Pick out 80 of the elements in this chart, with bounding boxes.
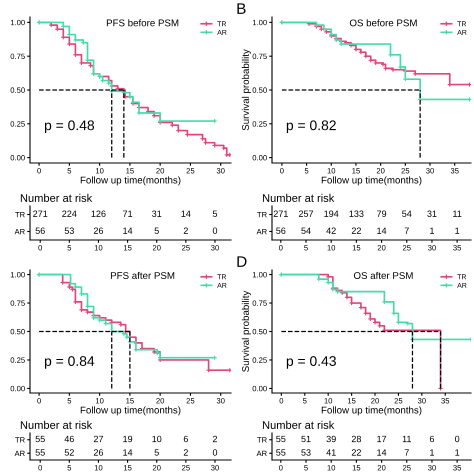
data-label: 14 [123,449,132,456]
data-label: 1 [430,449,434,456]
data-label: 11 [453,210,462,217]
data-label: 14 [377,449,386,456]
data-label: 22 [352,228,361,234]
data-label: 28 [352,436,362,442]
data-label: 55 [36,436,45,442]
chart-title: Number at risk [20,420,92,429]
data-label: 56 [276,228,286,234]
data-label: 10 [152,436,162,442]
data-label: 0 [454,436,460,442]
data-label: 55 [36,449,45,456]
data-label: 53 [301,449,311,456]
data-label: 71 [123,210,132,217]
x-axis-title: Follow up time(months) [322,406,422,416]
data-label: 5 [154,449,159,456]
chart-title: Number at risk [262,420,334,429]
data-label: 126 [92,210,106,217]
x-axis-title: Follow up time(months) [322,176,422,186]
data-label: 41 [326,449,336,456]
data-label: 2 [212,436,218,442]
text: B [237,3,246,14]
data-label: 224 [62,210,77,217]
data-label: 42 [326,228,336,234]
data-label: 5 [154,228,159,234]
data-label: 2 [184,449,188,456]
data-label: 0 [212,228,218,234]
data-label: 5 [212,210,218,217]
data-label: 257 [298,210,314,217]
chart-title: Number at risk [20,194,92,202]
data-label: 7 [404,228,409,234]
data-label: 194 [324,210,338,217]
y-axis-title: Survival probability [242,290,251,372]
data-label: 26 [94,449,104,456]
annotation: p = 0.43 [286,356,336,369]
data-label: 271 [33,210,48,217]
annotation: p = 0.82 [286,120,336,133]
chart-title: Number at risk [262,194,334,202]
data-label: 26 [94,228,104,234]
x-axis-title: Follow up time(months) [80,176,180,186]
data-label: 11 [402,436,412,442]
data-label: 1 [455,228,460,234]
chart-title: OS after PSM [354,272,413,279]
chart-title: PFS before PSM [106,19,178,26]
data-label: 14 [182,210,191,217]
data-label: 1 [455,449,460,456]
data-label: 7 [404,449,409,456]
data-label: 55 [276,449,286,456]
data-label: 31 [427,210,437,217]
data-label: 53 [64,228,74,234]
chart-title: OS before PSM [350,19,417,26]
data-label: 0 [212,449,218,456]
data-label: 54 [402,210,412,217]
data-label: 54 [301,228,311,234]
annotation: p = 0.84 [44,356,94,369]
data-label: 1 [430,228,434,234]
x-axis-title: Follow up time(months) [80,406,180,416]
data-label: 133 [350,210,364,217]
data-label: 271 [274,210,288,217]
data-label: 14 [377,228,386,234]
chart-title: PFS after PSM [110,272,174,279]
data-label: 27 [94,436,104,442]
data-label: 6 [184,436,188,442]
data-label: 39 [326,436,336,442]
data-label: 2 [184,228,188,234]
data-label: 19 [123,436,132,442]
data-label: 46 [64,436,74,442]
data-label: 31 [152,210,162,217]
data-label: 52 [64,449,74,456]
data-label: 79 [377,210,386,217]
data-label: 6 [430,436,434,442]
data-label: 14 [123,228,132,234]
y-axis-title: Survival probability [242,49,251,130]
data-label: 51 [301,436,311,442]
data-label: 56 [36,228,45,234]
text: D [237,256,246,267]
data-label: 55 [276,436,286,442]
annotation: p = 0.48 [44,120,94,133]
data-label: 22 [352,449,361,456]
data-label: 17 [377,436,386,442]
